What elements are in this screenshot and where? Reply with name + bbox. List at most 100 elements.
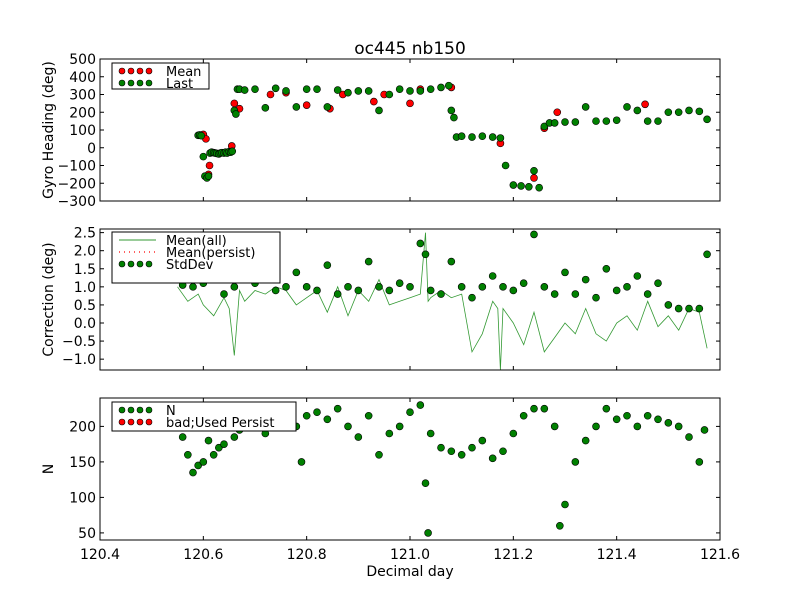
- heading-last-point: [643, 117, 652, 125]
- count-n-point: [540, 404, 549, 413]
- count-n-point: [199, 458, 208, 466]
- correction-stddev-point: [633, 272, 642, 280]
- heading-last-point: [251, 85, 259, 93]
- heading-last-point: [550, 119, 559, 127]
- count-n-point: [215, 443, 223, 452]
- heading-last-point: [695, 107, 704, 116]
- heading-ytick-label: 300: [69, 88, 96, 104]
- heading-last-point: [437, 83, 445, 92]
- heading-mean-point: [641, 100, 649, 109]
- count-legend-bad-used-persist-swatch: [127, 418, 135, 426]
- count-xtick-label: 120.8: [287, 547, 327, 563]
- count-xtick-label: 121.6: [700, 547, 740, 563]
- heading-legend-last-swatch: [118, 79, 126, 87]
- count-n-point: [643, 411, 652, 420]
- count-n-point: [184, 450, 192, 459]
- heading-mean-point: [406, 99, 414, 108]
- correction-stddev-point: [416, 239, 425, 248]
- count-legend-n-label: N: [166, 404, 176, 419]
- heading-last-point: [354, 87, 363, 95]
- count-legend-n-swatch: [118, 406, 126, 414]
- heading-ytick-label: 0: [87, 141, 96, 157]
- heading-ylabel: Gyro Heading (deg): [41, 61, 57, 199]
- heading-mean-point: [530, 174, 538, 182]
- count-n-point: [189, 468, 197, 477]
- heading-last-point: [197, 131, 206, 140]
- correction-stddev-point: [623, 283, 631, 291]
- correction-stddev-point: [447, 257, 456, 266]
- heading-last-point: [501, 161, 510, 170]
- count-n-point: [674, 422, 683, 431]
- heading-last-point: [623, 103, 631, 111]
- correction-stddev-point: [292, 268, 301, 277]
- heading-last-point: [509, 181, 518, 189]
- heading-last-point: [199, 152, 208, 161]
- count-xtick-label: 120.6: [183, 547, 223, 563]
- correction-panel: 2.5 2.0 1.5 1.0 0.5 0.0 −0.5 −1.0 Correction (de…: [41, 226, 721, 371]
- correction-legend-stddev-swatch: [136, 260, 144, 268]
- count-legend-bad-used-persist-swatch: [118, 418, 126, 426]
- count-n-point: [313, 408, 321, 417]
- count-n-point: [509, 429, 518, 438]
- correction-stddev-point: [695, 304, 704, 313]
- heading-last-point: [302, 85, 311, 93]
- correction-stddev-point: [685, 304, 693, 313]
- correction-stddev-point: [540, 283, 549, 291]
- correction-ytick-label: 1.5: [74, 262, 96, 278]
- count-n-point: [612, 415, 621, 424]
- heading-last-point: [581, 103, 590, 111]
- count-n-point: [230, 433, 239, 441]
- correction-legend-stddev-swatch: [127, 260, 135, 268]
- correction-stddev-point: [674, 304, 683, 313]
- count-ylabel: N: [41, 464, 57, 474]
- count-legend-bad-used-persist-swatch: [145, 418, 153, 426]
- count-n-point: [571, 458, 580, 466]
- heading-data: [194, 81, 711, 192]
- count-ytick-label: 50: [78, 526, 96, 542]
- correction-legend: Mean(all)Mean(persist)StdDev: [111, 231, 281, 284]
- correction-stddev-point: [333, 290, 342, 298]
- count-n-point: [561, 500, 569, 509]
- correction-ytick-label: 2.0: [74, 244, 96, 260]
- count-legend-n-swatch: [136, 406, 144, 414]
- heading-last-point: [282, 87, 290, 95]
- count-xtick-label: 121.0: [390, 547, 430, 563]
- correction-mean-all--line: [177, 232, 708, 370]
- count-n-point: [700, 426, 709, 434]
- correction-stddev-point: [364, 257, 373, 266]
- heading-legend-mean-swatch: [145, 67, 153, 75]
- heading-last-point: [496, 134, 505, 142]
- correction-stddev-point: [313, 286, 321, 295]
- count-ytick-label: 200: [69, 419, 96, 435]
- count-legend-n-swatch: [145, 406, 153, 414]
- heading-last-point: [612, 116, 621, 125]
- heading-legend-last-swatch: [136, 79, 144, 87]
- heading-last-point: [232, 110, 240, 118]
- heading-last-point: [592, 117, 600, 125]
- heading-last-point: [240, 86, 249, 94]
- count-n-point: [395, 422, 404, 431]
- count-legend-bad-used-persist-swatch: [136, 418, 144, 426]
- count-n-point: [457, 450, 466, 459]
- heading-mean-point: [266, 90, 275, 99]
- heading-last-point: [561, 118, 569, 126]
- correction-legend-mean-persist--label: Mean(persist): [166, 246, 255, 261]
- correction-stddev-point: [189, 283, 197, 291]
- count-n-point: [556, 521, 564, 530]
- count-legend-bad-used-persist-label: bad;Used Persist: [166, 416, 275, 431]
- count-n-point: [416, 401, 425, 409]
- heading-last-point: [540, 122, 549, 131]
- count-n-point: [623, 411, 631, 420]
- heading-last-point: [313, 85, 321, 93]
- count-n-point: [194, 461, 202, 470]
- count-panel: 200 150 100 50 120.4 120.6 120.8 121.0 121.2 121.…: [41, 397, 740, 580]
- count-n-point: [468, 443, 476, 452]
- correction-stddev-point: [643, 290, 652, 298]
- correction-axes-frame: [99, 228, 721, 371]
- count-xlabel: Decimal day: [366, 564, 453, 580]
- heading-mean-point: [370, 97, 378, 106]
